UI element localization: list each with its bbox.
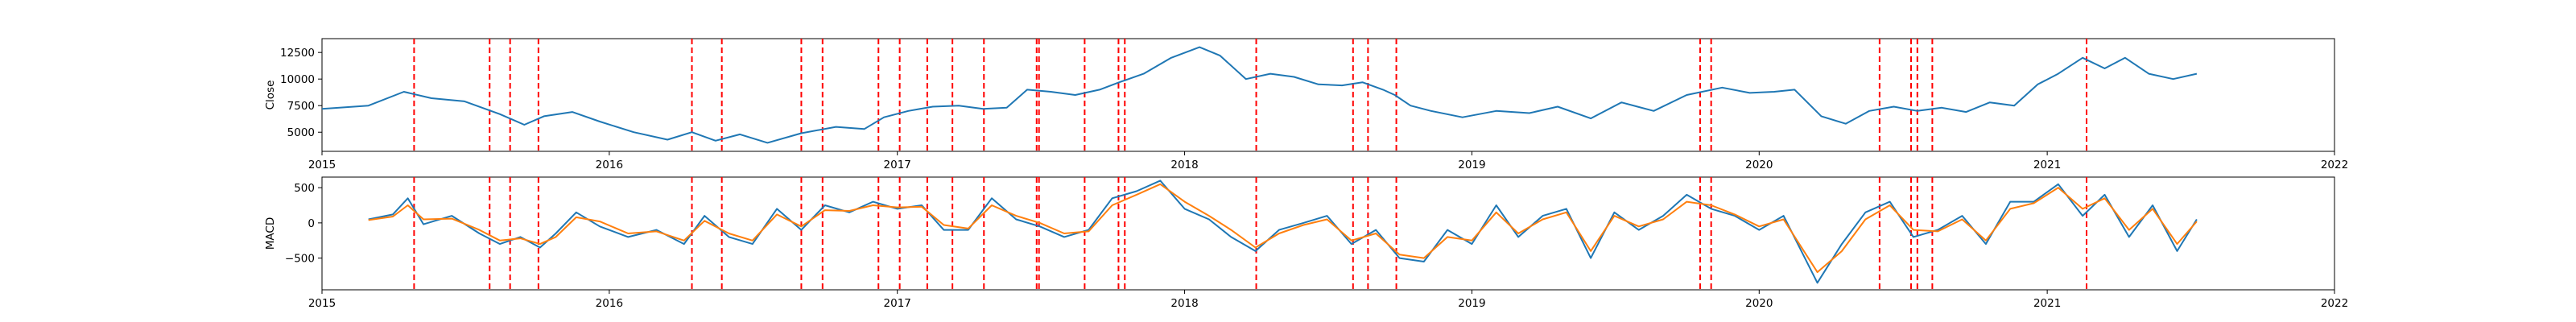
macd-y-axis-label: MACD [264,217,277,250]
close-series-group [322,46,2198,144]
y-tick-label: 0 [308,217,315,230]
macd-y-ticks: −500 0 500 [285,182,322,266]
x-tick-label: 2019 [1458,297,1485,310]
y-tick-label: 12500 [280,47,315,60]
x-tick-label: 2016 [596,159,623,171]
x-tick-label: 2020 [1745,159,1773,171]
x-tick-label: 2015 [308,297,336,310]
close-y-axis-label: Close [264,80,277,110]
x-tick-label: 2018 [1170,297,1198,310]
close-x-ticks: 2015 2016 2017 2018 2019 2020 2021 2022 [308,151,2348,171]
macd-series-line-2 [368,183,2198,274]
y-tick-label: 500 [294,182,315,195]
macd-plot-frame [321,176,2335,291]
macd-series-group [368,180,2198,284]
close-y-ticks: 5000 7500 10000 12500 [280,47,322,139]
close-plot-frame [321,38,2335,152]
x-tick-label: 2022 [2321,159,2348,171]
close-event-markers [413,39,2088,151]
x-tick-label: 2016 [596,297,623,310]
macd-x-ticks: 2015 2016 2017 2018 2019 2020 2021 2022 [308,290,2348,310]
x-tick-label: 2017 [884,159,911,171]
macd-panel: 2015 2016 2017 2018 2019 2020 2021 2022 −500 0 50… [264,176,2348,310]
y-tick-label: 10000 [280,73,315,86]
x-tick-label: 2022 [2321,297,2348,310]
x-tick-label: 2021 [2033,159,2061,171]
y-tick-label: 5000 [287,126,315,139]
x-tick-label: 2018 [1170,159,1198,171]
x-tick-label: 2020 [1745,297,1773,310]
close-price-panel: 2015 2016 2017 2018 2019 2020 2021 2022 5000 750… [264,38,2348,171]
y-tick-label: −500 [285,253,315,266]
x-tick-label: 2015 [308,159,336,171]
y-tick-label: 7500 [287,100,315,113]
close-series-line-1 [322,46,2198,144]
x-tick-label: 2017 [884,297,911,310]
x-tick-label: 2021 [2033,297,2061,310]
x-tick-label: 2019 [1458,159,1485,171]
